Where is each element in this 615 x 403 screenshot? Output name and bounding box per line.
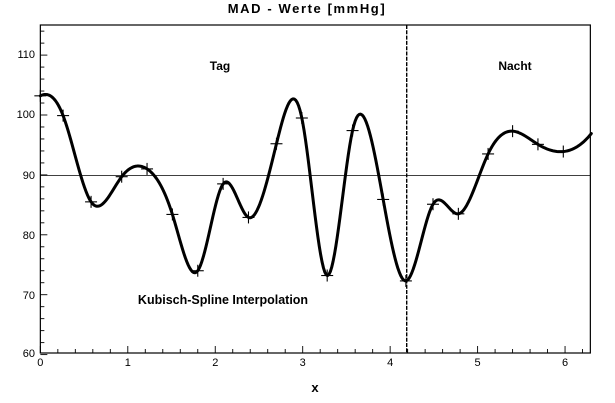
svg-text:90: 90 (23, 170, 35, 182)
svg-text:80: 80 (23, 230, 35, 242)
svg-text:1: 1 (125, 357, 131, 369)
svg-text:70: 70 (23, 290, 35, 302)
svg-text:3: 3 (300, 357, 306, 369)
svg-text:6: 6 (562, 357, 568, 369)
svg-text:60: 60 (23, 348, 35, 360)
svg-text:Tag: Tag (210, 59, 230, 73)
svg-text:x: x (311, 380, 319, 395)
svg-text:MAD - Werte [mmHg]: MAD - Werte [mmHg] (228, 1, 387, 16)
svg-text:100: 100 (17, 109, 35, 121)
svg-text:2: 2 (212, 357, 218, 369)
svg-text:0: 0 (37, 357, 43, 369)
svg-text:Nacht: Nacht (498, 59, 531, 73)
svg-text:110: 110 (17, 49, 35, 61)
svg-text:4: 4 (387, 357, 393, 369)
svg-text:5: 5 (475, 357, 481, 369)
svg-text:Kubisch-Spline Interpolation: Kubisch-Spline Interpolation (138, 293, 308, 307)
